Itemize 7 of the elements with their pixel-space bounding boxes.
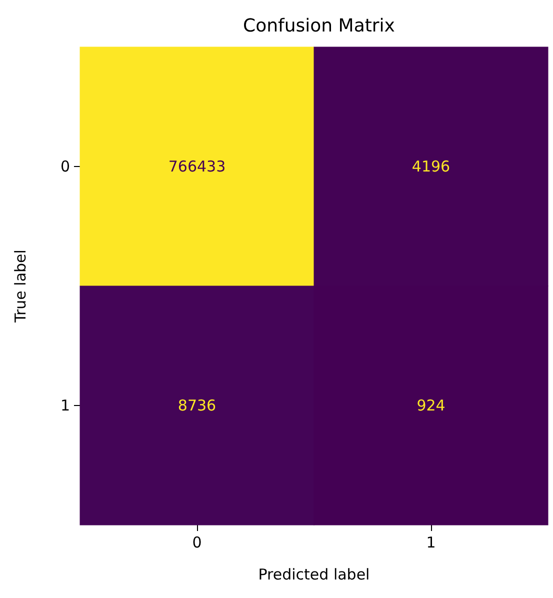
x-axis-title: Predicted label (258, 566, 370, 584)
chart-title: Confusion Matrix (243, 16, 396, 36)
data-label: 4196 (412, 158, 450, 176)
data-label: 924 (416, 396, 446, 414)
data-label: 8736 (178, 396, 216, 414)
y-axis-title: True label (12, 250, 30, 324)
data-label: 766433 (168, 158, 226, 176)
